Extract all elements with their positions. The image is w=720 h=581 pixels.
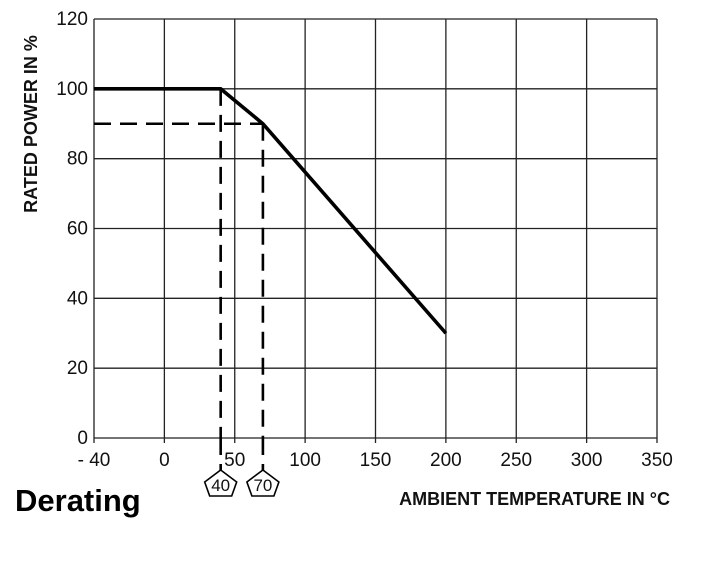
- x-tick-label: 150: [360, 450, 392, 471]
- y-tick-label: 120: [56, 9, 88, 30]
- temperature-markers: 40 70: [203, 469, 280, 497]
- y-tick-label: 80: [67, 149, 88, 170]
- x-axis-label: AMBIENT TEMPERATURE IN °C: [399, 489, 670, 509]
- x-tick-label: 0: [159, 450, 170, 471]
- x-tick-label: - 40: [78, 450, 111, 471]
- derating-curve: [94, 87, 448, 335]
- y-tick-label: 40: [67, 288, 88, 309]
- x-tick-label: 100: [289, 450, 321, 471]
- y-tick-label: 60: [67, 219, 88, 240]
- x-tick-label: 250: [500, 450, 532, 471]
- x-tick-label: 350: [641, 450, 673, 471]
- x-tick-label: 300: [571, 450, 603, 471]
- y-tick-label: 0: [77, 428, 88, 449]
- temperature-marker-label: 40: [211, 476, 230, 495]
- temperature-marker-label: 70: [253, 476, 272, 495]
- caption: Derating: [15, 483, 141, 518]
- y-tick-label: 100: [56, 79, 88, 100]
- grid: [93, 18, 658, 443]
- y-axis-label: RATED POWER IN %: [21, 35, 41, 213]
- x-tick-label: 200: [430, 450, 462, 471]
- temperature-marker-pentagon: [245, 469, 280, 497]
- temperature-marker-pentagon: [203, 469, 238, 497]
- x-tick-labels: - 40 0 50 100 150 200 250 300 350: [78, 450, 673, 471]
- series: [94, 87, 448, 335]
- x-tick-label: 50: [224, 450, 245, 471]
- y-tick-label: 20: [67, 358, 88, 379]
- y-tick-labels: 0 20 40 60 80 100 120: [56, 9, 88, 449]
- reference-lines: [94, 88, 265, 470]
